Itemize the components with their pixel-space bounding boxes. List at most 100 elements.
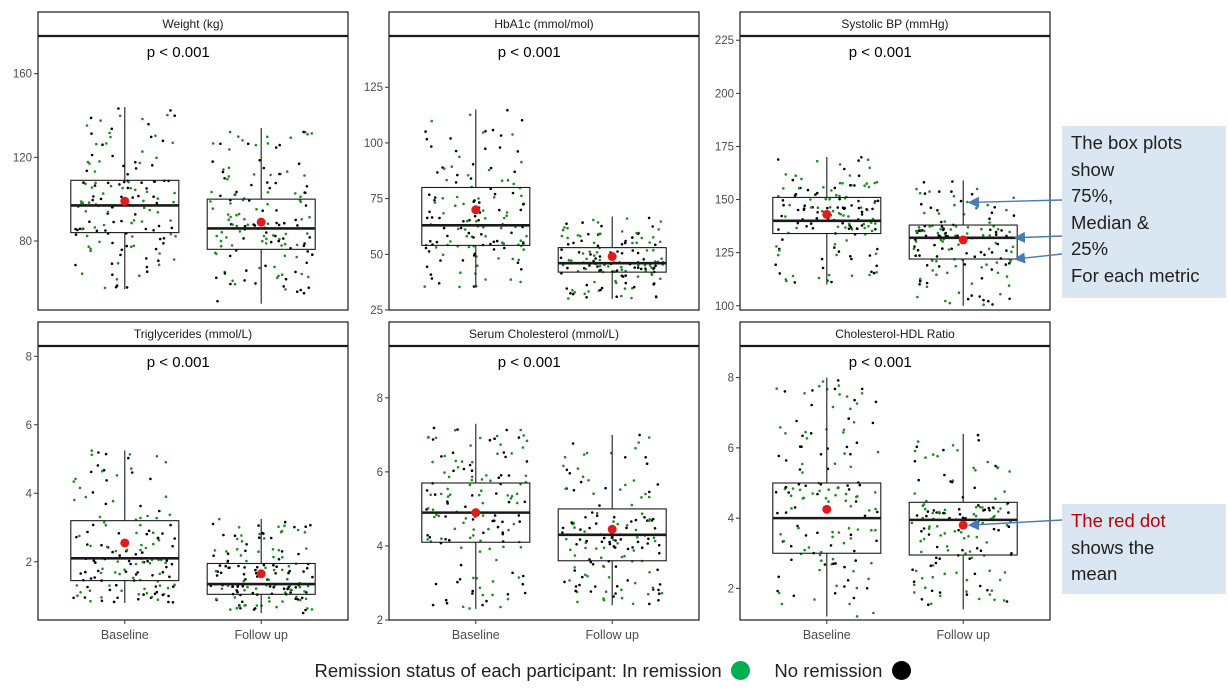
- participant-point: [797, 186, 801, 190]
- participant-point: [219, 194, 222, 198]
- participant-point: [522, 434, 525, 437]
- participant-point: [446, 487, 450, 491]
- participant-point: [88, 589, 92, 592]
- participant-point: [84, 570, 87, 574]
- participant-point: [987, 506, 991, 510]
- participant-point: [858, 483, 862, 487]
- participant-point: [432, 426, 436, 430]
- participant-point: [918, 279, 922, 283]
- participant-point: [583, 530, 586, 533]
- participant-point: [487, 527, 490, 531]
- participant-point: [277, 239, 281, 243]
- participant-point: [966, 200, 969, 204]
- participant-point: [140, 220, 144, 223]
- participant-point: [511, 257, 515, 261]
- participant-point: [845, 239, 848, 242]
- participant-point: [428, 210, 431, 214]
- participant-point: [919, 539, 922, 543]
- box-baseline: [70, 107, 180, 290]
- participant-point: [134, 553, 138, 556]
- participant-point: [437, 282, 441, 285]
- participant-point: [811, 492, 814, 495]
- participant-point: [269, 240, 273, 244]
- participant-point: [614, 279, 617, 283]
- mean-dot: [822, 209, 832, 219]
- participant-point: [874, 252, 878, 256]
- participant-point: [1007, 511, 1010, 514]
- participant-point: [265, 135, 269, 139]
- participant-point: [631, 241, 634, 245]
- participant-point: [434, 582, 438, 586]
- participant-point: [73, 498, 76, 502]
- participant-point: [281, 600, 284, 603]
- participant-point: [911, 568, 914, 571]
- participant-point: [965, 252, 968, 255]
- participant-point: [842, 431, 845, 434]
- participant-point: [162, 237, 166, 240]
- participant-point: [791, 487, 795, 490]
- participant-point: [970, 294, 973, 297]
- participant-point: [837, 384, 841, 387]
- participant-point: [831, 530, 834, 534]
- participant-point: [132, 576, 135, 580]
- participant-point: [1000, 229, 1003, 232]
- panel-title: Serum Cholesterol (mmol/L): [469, 327, 619, 341]
- participant-point: [433, 515, 436, 519]
- participant-point: [800, 445, 803, 449]
- participant-point: [845, 395, 849, 398]
- participant-point: [868, 509, 871, 512]
- participant-point: [522, 574, 525, 578]
- participant-point: [563, 580, 566, 584]
- mean-dot: [471, 205, 481, 215]
- participant-points: [774, 156, 880, 284]
- participant-point: [643, 263, 647, 267]
- participant-point: [571, 442, 575, 445]
- participant-point: [238, 605, 241, 608]
- participant-point: [876, 199, 880, 203]
- participant-point: [287, 564, 291, 568]
- participant-point: [104, 229, 107, 232]
- participant-point: [867, 185, 871, 189]
- participant-point: [87, 245, 90, 248]
- box-iqr: [206, 198, 316, 250]
- participant-point: [986, 203, 989, 207]
- box-follow-up: [206, 517, 316, 615]
- participant-point: [802, 207, 806, 210]
- participant-point: [816, 531, 819, 535]
- participant-point: [211, 142, 215, 145]
- participant-point: [640, 496, 643, 499]
- participant-point: [917, 229, 921, 232]
- participant-point: [939, 227, 942, 231]
- participant-point: [912, 580, 916, 583]
- participant-point: [471, 592, 474, 595]
- participant-point: [254, 568, 257, 572]
- participant-point: [76, 594, 79, 597]
- participant-point: [424, 246, 428, 250]
- participant-point: [572, 521, 576, 525]
- participant-point: [280, 273, 284, 277]
- participant-point: [306, 250, 310, 253]
- participant-point: [498, 208, 501, 212]
- participant-point: [108, 584, 111, 587]
- participant-point: [981, 234, 985, 237]
- y-tick-label: 200: [715, 88, 734, 100]
- participant-point: [660, 591, 664, 595]
- participant-point: [924, 586, 927, 589]
- participant-point: [155, 156, 158, 160]
- participant-point: [1011, 245, 1015, 249]
- participant-point: [90, 153, 94, 157]
- participant-point: [652, 248, 655, 252]
- participant-point: [616, 522, 619, 526]
- participant-point: [470, 469, 474, 473]
- participant-point: [957, 528, 960, 532]
- participant-point: [937, 265, 941, 268]
- participant-point: [566, 236, 569, 240]
- participant-point: [277, 557, 281, 561]
- participant-point: [458, 155, 461, 159]
- participant-point: [571, 289, 574, 292]
- participant-point: [141, 560, 145, 564]
- participant-point: [658, 583, 662, 586]
- participant-point: [659, 277, 662, 281]
- participant-point: [125, 244, 129, 248]
- participant-point: [630, 503, 634, 507]
